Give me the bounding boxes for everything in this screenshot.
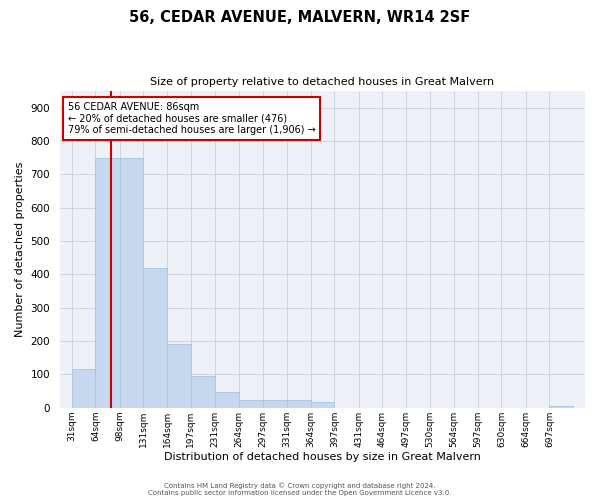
Bar (215, 392, 239, 408)
Title: Size of property relative to detached houses in Great Malvern: Size of property relative to detached ho… (151, 78, 494, 88)
Bar (239, 400, 263, 408)
Bar (191, 376, 215, 408)
Bar (550, 406, 573, 408)
Bar (263, 400, 287, 408)
Text: 56, CEDAR AVENUE, MALVERN, WR14 2SF: 56, CEDAR AVENUE, MALVERN, WR14 2SF (130, 10, 470, 25)
Text: 56 CEDAR AVENUE: 86sqm
← 20% of detached houses are smaller (476)
79% of semi-de: 56 CEDAR AVENUE: 86sqm ← 20% of detached… (68, 102, 316, 136)
Bar (120, 158, 143, 408)
Bar (72, 370, 95, 408)
X-axis label: Distribution of detached houses by size in Great Malvern: Distribution of detached houses by size … (164, 452, 481, 462)
Text: Contains HM Land Registry data © Crown copyright and database right 2024.: Contains HM Land Registry data © Crown c… (164, 482, 436, 489)
Y-axis label: Number of detached properties: Number of detached properties (15, 162, 25, 337)
Text: Contains public sector information licensed under the Open Government Licence v3: Contains public sector information licen… (148, 490, 452, 496)
Bar (287, 400, 311, 408)
Bar (311, 402, 334, 408)
Bar (143, 268, 167, 408)
Bar (167, 344, 191, 408)
Bar (95, 158, 120, 408)
